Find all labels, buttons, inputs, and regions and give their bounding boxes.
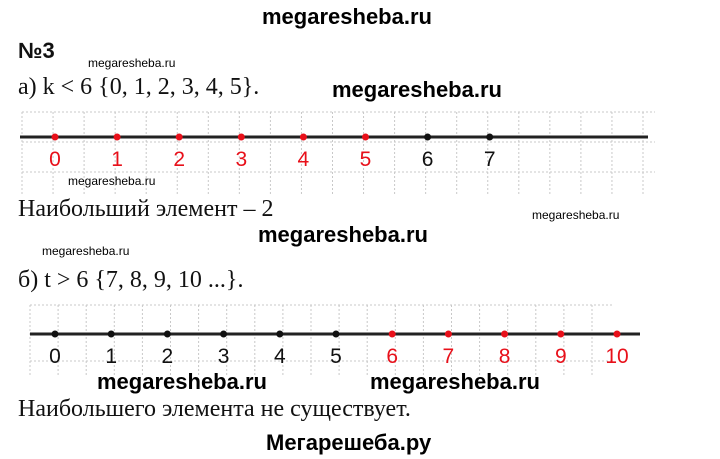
watermark: megaresheba.ru bbox=[370, 369, 540, 394]
tick-label-2: 2 bbox=[173, 148, 185, 171]
watermark: megaresheba.ru bbox=[332, 77, 502, 102]
tick-label-2: 2 bbox=[162, 345, 174, 368]
point-4 bbox=[276, 330, 284, 338]
part-a-statement: а) k < 6 {0, 1, 2, 3, 4, 5}. bbox=[18, 74, 260, 100]
point-5 bbox=[362, 133, 369, 141]
tick-label-0: 0 bbox=[49, 345, 61, 368]
watermark: megaresheba.ru bbox=[88, 56, 176, 70]
footer-watermark: Мегарешеба.ру bbox=[266, 430, 432, 455]
tick-label-10: 10 bbox=[605, 345, 628, 368]
watermark: megaresheba.ru bbox=[97, 369, 267, 394]
point-3 bbox=[220, 330, 228, 338]
point-4 bbox=[299, 133, 307, 141]
part-a-answer: Наибольший элемент – 2 bbox=[18, 196, 274, 222]
point-3 bbox=[237, 133, 245, 141]
point-8 bbox=[501, 330, 509, 338]
point-6 bbox=[388, 330, 396, 338]
tick-label-5: 5 bbox=[330, 345, 342, 368]
point-0 bbox=[51, 330, 59, 338]
tick-label-6: 6 bbox=[422, 148, 434, 171]
tick-label-1: 1 bbox=[111, 148, 123, 171]
point-7 bbox=[444, 330, 452, 338]
point-0 bbox=[51, 133, 59, 141]
number-line-b: 0 1 2 3 4 5 6 7 8 9 10 bbox=[29, 304, 640, 375]
tick-label-8: 8 bbox=[499, 345, 511, 368]
tick-label-6: 6 bbox=[386, 345, 398, 368]
watermark: megaresheba.ru bbox=[68, 174, 156, 188]
part-b-statement: б) t > 6 {7, 8, 9, 10 ...}. bbox=[18, 267, 244, 293]
watermark: megaresheba.ru bbox=[42, 244, 130, 258]
point-10 bbox=[613, 330, 621, 338]
part-b-answer: Наибольшего элемента не существует. bbox=[18, 396, 411, 422]
tick-label-4: 4 bbox=[274, 345, 286, 368]
tick-label-7: 7 bbox=[443, 345, 455, 368]
point-1 bbox=[107, 330, 115, 338]
point-7 bbox=[486, 133, 494, 141]
point-2 bbox=[175, 133, 183, 141]
tick-label-1: 1 bbox=[105, 345, 117, 368]
tick-label-0: 0 bbox=[49, 148, 61, 171]
task-number: №3 bbox=[18, 38, 55, 63]
tick-label-3: 3 bbox=[218, 345, 230, 368]
tick-label-7: 7 bbox=[484, 148, 496, 171]
point-1 bbox=[113, 133, 121, 141]
point-2 bbox=[163, 330, 171, 338]
watermark: megaresheba.ru bbox=[532, 208, 620, 222]
tick-label-9: 9 bbox=[555, 345, 567, 368]
number-line-a: 0 1 2 3 4 5 6 7 bbox=[20, 111, 655, 195]
tick-label-5: 5 bbox=[360, 148, 372, 171]
point-6 bbox=[424, 133, 432, 141]
watermark: megaresheba.ru bbox=[258, 222, 428, 247]
point-5 bbox=[332, 330, 340, 338]
header-watermark: megaresheba.ru bbox=[262, 4, 432, 29]
point-9 bbox=[557, 330, 565, 338]
tick-label-3: 3 bbox=[235, 148, 247, 171]
tick-label-4: 4 bbox=[298, 148, 310, 171]
